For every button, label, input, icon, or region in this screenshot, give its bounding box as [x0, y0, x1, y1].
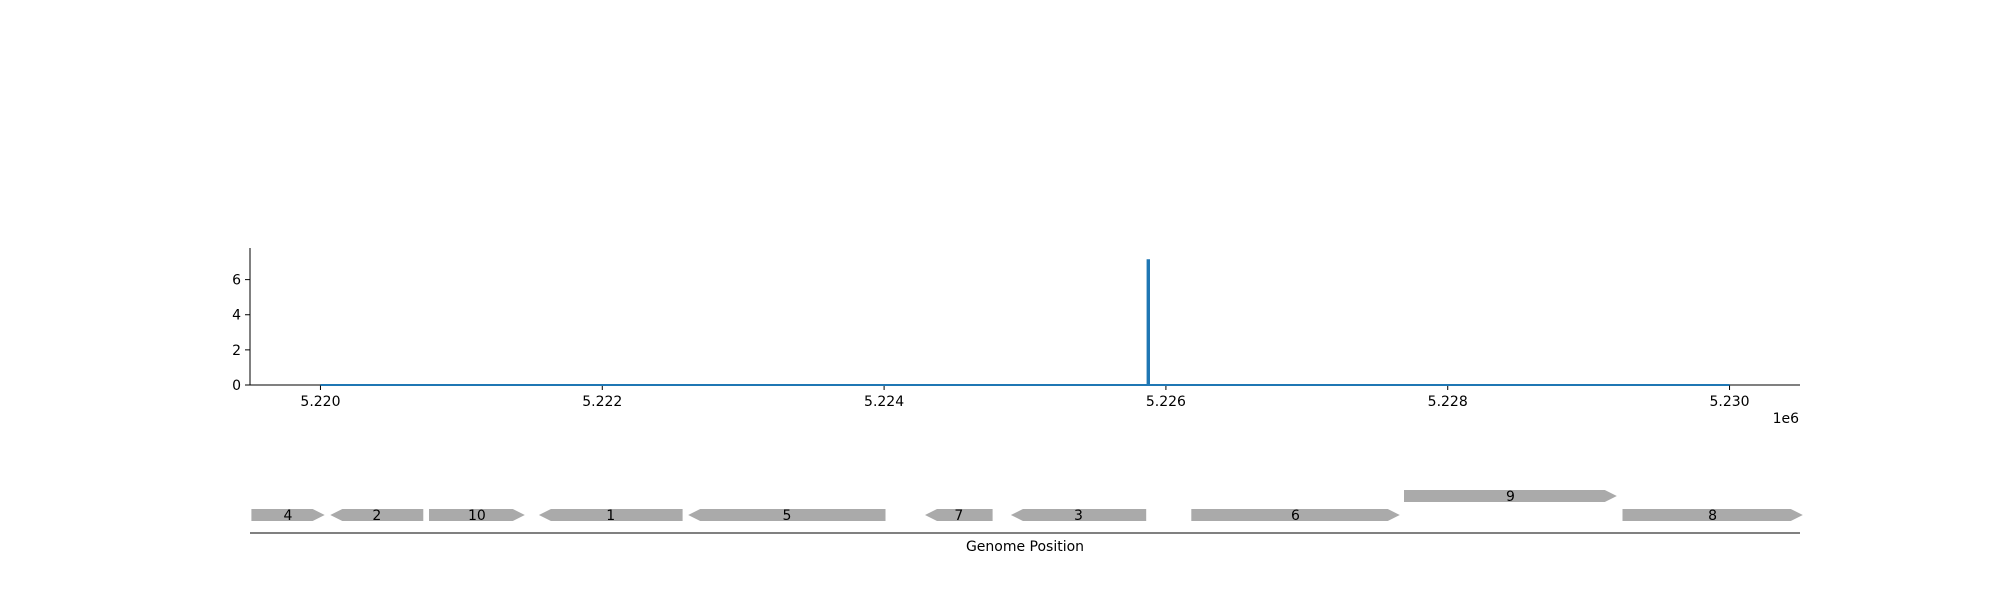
gene-label: 5 — [782, 508, 791, 524]
gene-label: 10 — [468, 508, 486, 524]
x-tick-label: 5.230 — [1709, 394, 1749, 410]
gene-label: 1 — [606, 508, 615, 524]
gene-label: 4 — [284, 508, 293, 524]
x-tick-label: 5.224 — [864, 394, 904, 410]
gene-arrow — [538, 509, 683, 521]
gene-label: 2 — [372, 508, 381, 524]
gene-track: 4 2 10 1 5 7 3 6 9 8 — [250, 489, 1803, 534]
x-tick-label: 5.228 — [1428, 394, 1468, 410]
x-axis-offset-label: 1e6 — [1773, 411, 1800, 427]
gene-label: 3 — [1074, 508, 1083, 524]
y-tick-label: 2 — [232, 343, 241, 359]
gene-arrow — [429, 509, 525, 521]
gene-arrow — [330, 509, 424, 521]
gene-arrow — [1191, 509, 1400, 521]
y-tick-label: 4 — [232, 308, 241, 324]
gene-arrow — [1622, 509, 1803, 521]
x-offset-group: 1e6 — [1773, 411, 1800, 427]
x-tick-label: 5.226 — [1146, 394, 1186, 410]
gene-label: 8 — [1708, 508, 1717, 524]
gene-track-xlabel: Genome Position — [966, 539, 1084, 555]
gene-arrow — [1010, 509, 1147, 521]
coverage-line — [320, 259, 1730, 386]
x-tick-label: 5.220 — [300, 394, 340, 410]
x-tick-label: 5.222 — [582, 394, 622, 410]
gene-label: 9 — [1506, 489, 1515, 505]
gene-label: 7 — [954, 508, 963, 524]
gene-arrow — [925, 509, 993, 521]
y-tick-label: 0 — [232, 378, 241, 394]
y-tick-label: 6 — [232, 273, 241, 289]
gene-arrow — [688, 509, 886, 521]
gene-label: 6 — [1291, 508, 1300, 524]
coverage-plot: 0 2 4 6 5.220 5.222 5.224 5.226 5.228 5.230 — [232, 248, 1800, 410]
gene-arrow — [251, 509, 325, 521]
gene-arrow — [1404, 490, 1617, 502]
